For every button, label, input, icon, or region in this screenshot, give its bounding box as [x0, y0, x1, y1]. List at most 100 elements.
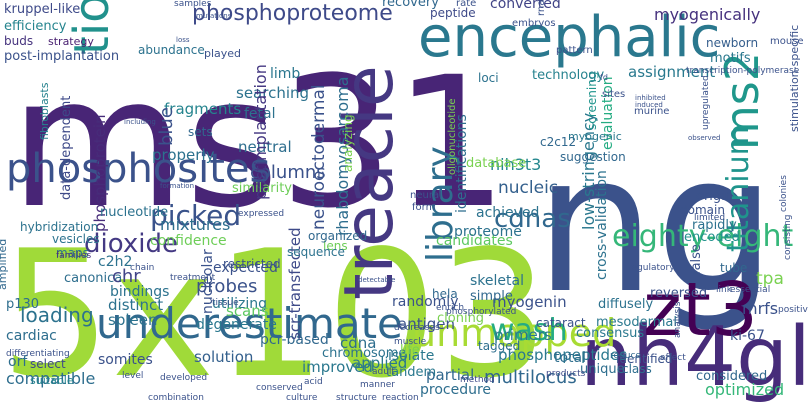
- word-chromosome: chromosome: [322, 346, 406, 361]
- word-method: method: [460, 375, 495, 385]
- word-canonical: canonical: [64, 271, 126, 286]
- word-adult: adult: [372, 367, 395, 377]
- word-decreases: decreases: [394, 323, 440, 333]
- word-unique: unique: [580, 362, 625, 377]
- word-ki-67: ki-67: [730, 328, 765, 344]
- word-p130: p130: [6, 297, 39, 312]
- word-chain: chain: [130, 263, 154, 273]
- word-reaction: reaction: [382, 393, 419, 403]
- word-neuroectodermal: neuroectodermal: [309, 84, 329, 230]
- word-5x103: 5x103: [0, 214, 549, 404]
- word-diffusely: diffusely: [598, 297, 653, 312]
- word-pattern: pattern: [556, 45, 593, 56]
- word-analysis: analysis: [673, 301, 683, 338]
- word-restricted: restricted: [223, 257, 281, 271]
- word-combination: combination: [148, 393, 204, 403]
- word-identifications: identifications: [454, 114, 470, 213]
- word-phosphopeptides: phosphopeptides: [498, 346, 627, 364]
- word-inhibited: inhibited: [635, 94, 666, 102]
- word-samples: samples: [174, 0, 212, 9]
- word-fibroblasts: fibroblasts: [38, 82, 51, 140]
- word-fetal: fetal: [244, 106, 276, 122]
- word-maps: maps: [56, 246, 89, 260]
- word-upregulated: upregulated: [701, 75, 711, 130]
- word-conserved: conserved: [256, 383, 303, 393]
- word-tandem: tandem: [386, 365, 436, 380]
- word-efficiency: efficiency: [4, 19, 67, 34]
- word-solution: solution: [194, 348, 253, 366]
- word-myogenin: myogenin: [492, 293, 567, 311]
- word-newborn: newborn: [706, 36, 758, 50]
- word-affect: affect: [660, 353, 686, 363]
- word-picked: picked: [150, 199, 241, 232]
- word-limb: limb: [270, 66, 300, 82]
- word-form: form: [412, 202, 435, 213]
- word-phosphorylated: phosphorylated: [446, 307, 516, 317]
- word-eighty-eight: eighty-eight: [612, 219, 794, 254]
- word-degenerate: degenerate: [196, 317, 277, 333]
- word-muscle: muscle: [394, 337, 427, 347]
- word-properly: properly: [152, 146, 215, 164]
- word-mixtures: mixtures: [160, 215, 230, 234]
- word-including: including: [124, 118, 156, 126]
- word-titanium: titanium: [721, 126, 756, 252]
- word-spleen: spleen: [108, 311, 157, 329]
- word-phosphoprotein: phosphoprotein: [91, 114, 109, 232]
- word-consensus: consensus: [576, 326, 644, 341]
- word-link: link: [716, 285, 733, 295]
- word-structure: structure: [336, 393, 377, 403]
- word-rna: rna: [536, 0, 547, 16]
- word-ms31: ms31: [10, 39, 508, 248]
- word-acid: acid: [304, 377, 323, 387]
- word-distinct: distinct: [108, 296, 163, 314]
- word-zt3: zt3: [643, 267, 758, 353]
- word-bindings: bindings: [110, 284, 169, 300]
- word-postimplantation: postimplantation: [251, 64, 270, 200]
- word-peptide: peptide: [430, 6, 476, 20]
- word-rate: rate: [456, 0, 476, 9]
- word-chr: chr: [112, 266, 141, 287]
- word-life: life: [400, 343, 420, 358]
- word-loss: loss: [176, 36, 190, 44]
- word-differentiating: differentiating: [6, 349, 70, 359]
- word-tagged: tagged: [478, 339, 520, 353]
- word-limited: limited: [694, 213, 725, 223]
- word-cataract: cataract: [536, 316, 586, 330]
- word-nih3t3: nih3t3: [490, 155, 541, 174]
- word-multilocus: multilocus: [484, 367, 577, 388]
- word-technology: technology: [532, 68, 604, 83]
- word-c2h2: c2h2: [98, 254, 132, 270]
- word-families: families: [56, 251, 91, 261]
- word-analyzing: analyzing: [341, 114, 355, 172]
- word-pcr-based: pcr-based: [260, 332, 329, 348]
- word-neutral: neutral: [238, 138, 292, 156]
- word-partial: partial: [426, 366, 474, 384]
- word-level: level: [122, 371, 143, 381]
- word-rhabdomyosarcoma: rhabdomyosarcoma: [333, 76, 352, 236]
- word-sequence: sequence: [287, 245, 345, 259]
- word-phosphoproteome: phosphoproteome: [192, 1, 393, 26]
- word-mouse: mouse: [770, 36, 804, 47]
- word-vesicles: vesicles: [52, 232, 100, 246]
- word-blue: blue: [156, 107, 177, 146]
- word-motifs: motifs: [710, 51, 751, 66]
- word-oligonucleotide: oligonucleotide: [447, 98, 458, 175]
- word-tio2: tio2: [64, 0, 120, 55]
- word-formation: formation: [160, 182, 194, 190]
- word-select: select: [30, 357, 66, 371]
- word-transcription-polymerase: transcription-polymerase: [686, 66, 800, 76]
- word-c2c12: c2c12: [540, 135, 576, 149]
- word-expressed: expressed: [238, 209, 284, 219]
- word-lens: lens: [323, 239, 348, 253]
- word-wash: wash: [490, 313, 568, 348]
- word-scans: scans: [226, 302, 269, 320]
- word-embryos: embryos: [512, 18, 556, 29]
- word-tpa: tpa: [756, 269, 784, 289]
- word-manner: manner: [360, 380, 395, 390]
- word-compatible: compatible: [6, 369, 95, 388]
- word-converted: converted: [490, 0, 561, 12]
- word-nh4glu: nh4glu: [580, 310, 808, 404]
- word-essential: essential: [730, 285, 770, 295]
- word-myogenic: myogenic: [568, 130, 622, 143]
